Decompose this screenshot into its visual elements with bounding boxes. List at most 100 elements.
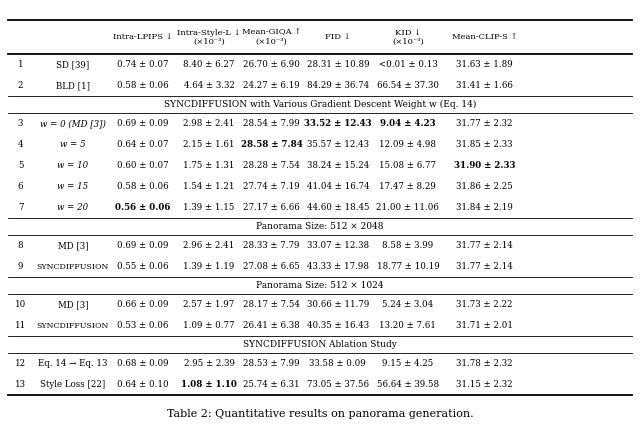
Text: 33.52 ± 12.43: 33.52 ± 12.43	[304, 119, 372, 128]
Text: 0.58 ± 0.06: 0.58 ± 0.06	[117, 182, 169, 191]
Text: 0.55 ± 0.06: 0.55 ± 0.06	[117, 262, 168, 271]
Text: 56.64 ± 39.58: 56.64 ± 39.58	[377, 380, 439, 389]
Text: 5: 5	[18, 161, 23, 170]
Text: 5.24 ± 3.04: 5.24 ± 3.04	[382, 300, 433, 309]
Text: 0.66 ± 0.09: 0.66 ± 0.09	[117, 300, 168, 309]
Text: Mean-CLIP-S ↑: Mean-CLIP-S ↑	[452, 33, 517, 41]
Text: BLD [1]: BLD [1]	[56, 81, 90, 90]
Text: SD [39]: SD [39]	[56, 60, 90, 69]
Text: 27.74 ± 7.19: 27.74 ± 7.19	[243, 182, 300, 191]
Text: 8: 8	[18, 241, 23, 250]
Text: 28.33 ± 7.79: 28.33 ± 7.79	[243, 241, 300, 250]
Text: 0.69 ± 0.09: 0.69 ± 0.09	[117, 241, 168, 250]
Text: 43.33 ± 17.98: 43.33 ± 17.98	[307, 262, 369, 271]
Text: Panorama Size: 512 × 1024: Panorama Size: 512 × 1024	[256, 281, 384, 290]
Text: 0.68 ± 0.09: 0.68 ± 0.09	[117, 359, 169, 368]
Text: 1.09 ± 0.77: 1.09 ± 0.77	[184, 321, 235, 330]
Text: 18.77 ± 10.19: 18.77 ± 10.19	[376, 262, 439, 271]
Text: w = 20: w = 20	[57, 203, 88, 212]
Text: 31.77 ± 2.14: 31.77 ± 2.14	[456, 241, 513, 250]
Text: 9: 9	[18, 262, 23, 271]
Text: Table 2: Quantitative results on panorama generation.: Table 2: Quantitative results on panoram…	[166, 409, 474, 419]
Text: 35.57 ± 12.43: 35.57 ± 12.43	[307, 140, 369, 149]
Text: 31.71 ± 2.01: 31.71 ± 2.01	[456, 321, 513, 330]
Text: 4: 4	[18, 140, 23, 149]
Text: 24.27 ± 6.19: 24.27 ± 6.19	[243, 81, 300, 90]
Text: 0.74 ± 0.07: 0.74 ± 0.07	[117, 60, 168, 69]
Text: 31.63 ± 1.89: 31.63 ± 1.89	[456, 60, 513, 69]
Text: 2: 2	[18, 81, 23, 90]
Text: 38.24 ± 15.24: 38.24 ± 15.24	[307, 161, 369, 170]
Text: FID ↓: FID ↓	[325, 33, 351, 41]
Text: <0.01 ± 0.13: <0.01 ± 0.13	[379, 60, 437, 69]
Text: 73.05 ± 37.56: 73.05 ± 37.56	[307, 380, 369, 389]
Text: 2.57 ± 1.97: 2.57 ± 1.97	[184, 300, 235, 309]
Text: Mean-GIQA ↑
(×10⁻³): Mean-GIQA ↑ (×10⁻³)	[242, 29, 301, 46]
Text: 2.96 ± 2.41: 2.96 ± 2.41	[184, 241, 235, 250]
Text: 1.39 ± 1.19: 1.39 ± 1.19	[184, 262, 235, 271]
Text: 40.35 ± 16.43: 40.35 ± 16.43	[307, 321, 369, 330]
Text: 25.74 ± 6.31: 25.74 ± 6.31	[243, 380, 300, 389]
Text: 4.64 ± 3.32: 4.64 ± 3.32	[184, 81, 235, 90]
Text: 0.56 ± 0.06: 0.56 ± 0.06	[115, 203, 170, 212]
Text: SYNCDIFFUSION: SYNCDIFFUSION	[36, 262, 109, 271]
Text: 0.69 ± 0.09: 0.69 ± 0.09	[117, 119, 168, 128]
Text: Panorama Size: 512 × 2048: Panorama Size: 512 × 2048	[256, 222, 384, 231]
Text: 12.09 ± 4.98: 12.09 ± 4.98	[380, 140, 436, 149]
Text: 84.29 ± 36.74: 84.29 ± 36.74	[307, 81, 369, 90]
Text: KID ↓
(×10⁻³): KID ↓ (×10⁻³)	[392, 29, 424, 46]
Text: 28.31 ± 10.89: 28.31 ± 10.89	[307, 60, 369, 69]
Text: 0.53 ± 0.06: 0.53 ± 0.06	[117, 321, 168, 330]
Text: 9.04 ± 4.23: 9.04 ± 4.23	[380, 119, 436, 128]
Text: 31.90 ± 2.33: 31.90 ± 2.33	[454, 161, 515, 170]
Text: 33.07 ± 12.38: 33.07 ± 12.38	[307, 241, 369, 250]
Text: 3: 3	[18, 119, 23, 128]
Text: 10: 10	[15, 300, 26, 309]
Text: 9.15 ± 4.25: 9.15 ± 4.25	[382, 359, 433, 368]
Text: 31.84 ± 2.19: 31.84 ± 2.19	[456, 203, 513, 212]
Text: w = 15: w = 15	[57, 182, 88, 191]
Text: SYNCDIFFUSION with Various Gradient Descent Weight w (Eq. 14): SYNCDIFFUSION with Various Gradient Desc…	[164, 100, 476, 109]
Text: 0.58 ± 0.06: 0.58 ± 0.06	[117, 81, 169, 90]
Text: Eq. 14 → Eq. 13: Eq. 14 → Eq. 13	[38, 359, 108, 368]
Text: 0.64 ± 0.10: 0.64 ± 0.10	[117, 380, 169, 389]
Text: 11: 11	[15, 321, 26, 330]
Text: 7: 7	[18, 203, 23, 212]
Text: w = 0 (MD [3]): w = 0 (MD [3])	[40, 119, 106, 128]
Text: w = 5: w = 5	[60, 140, 86, 149]
Text: 17.47 ± 8.29: 17.47 ± 8.29	[380, 182, 436, 191]
Text: w = 10: w = 10	[57, 161, 88, 170]
Text: 2.15 ± 1.61: 2.15 ± 1.61	[184, 140, 235, 149]
Text: 6: 6	[18, 182, 23, 191]
Text: 31.73 ± 2.22: 31.73 ± 2.22	[456, 300, 513, 309]
Text: 66.54 ± 37.30: 66.54 ± 37.30	[377, 81, 439, 90]
Text: 31.78 ± 2.32: 31.78 ± 2.32	[456, 359, 513, 368]
Text: SYNCDIFFUSION Ablation Study: SYNCDIFFUSION Ablation Study	[243, 340, 397, 349]
Text: 13: 13	[15, 380, 26, 389]
Text: 8.58 ± 3.99: 8.58 ± 3.99	[382, 241, 433, 250]
Text: 8.40 ± 6.27: 8.40 ± 6.27	[184, 60, 235, 69]
Text: Style Loss [22]: Style Loss [22]	[40, 380, 106, 389]
Text: 28.54 ± 7.99: 28.54 ± 7.99	[243, 119, 300, 128]
Text: Intra-LPIPS ↓: Intra-LPIPS ↓	[113, 33, 173, 41]
Text: MD [3]: MD [3]	[58, 300, 88, 309]
Text: MD [3]: MD [3]	[58, 241, 88, 250]
Text: 31.77 ± 2.32: 31.77 ± 2.32	[456, 119, 513, 128]
Text: Intra-Style-L ↓
(×10⁻³): Intra-Style-L ↓ (×10⁻³)	[177, 29, 241, 46]
Text: SYNCDIFFUSION: SYNCDIFFUSION	[36, 322, 109, 330]
Text: 30.66 ± 11.79: 30.66 ± 11.79	[307, 300, 369, 309]
Text: 1.54 ± 1.21: 1.54 ± 1.21	[184, 182, 235, 191]
Text: 33.58 ± 0.09: 33.58 ± 0.09	[310, 359, 366, 368]
Text: 28.58 ± 7.84: 28.58 ± 7.84	[241, 140, 303, 149]
Text: 31.86 ± 2.25: 31.86 ± 2.25	[456, 182, 513, 191]
Text: 2.98 ± 2.41: 2.98 ± 2.41	[184, 119, 235, 128]
Text: 1: 1	[18, 60, 23, 69]
Text: 2.95 ± 2.39: 2.95 ± 2.39	[184, 359, 235, 368]
Text: 31.77 ± 2.14: 31.77 ± 2.14	[456, 262, 513, 271]
Text: 44.60 ± 18.45: 44.60 ± 18.45	[307, 203, 369, 212]
Text: 28.17 ± 7.54: 28.17 ± 7.54	[243, 300, 300, 309]
Text: 0.60 ± 0.07: 0.60 ± 0.07	[117, 161, 169, 170]
Text: 31.41 ± 1.66: 31.41 ± 1.66	[456, 81, 513, 90]
Text: 27.08 ± 6.65: 27.08 ± 6.65	[243, 262, 300, 271]
Text: 31.15 ± 2.32: 31.15 ± 2.32	[456, 380, 513, 389]
